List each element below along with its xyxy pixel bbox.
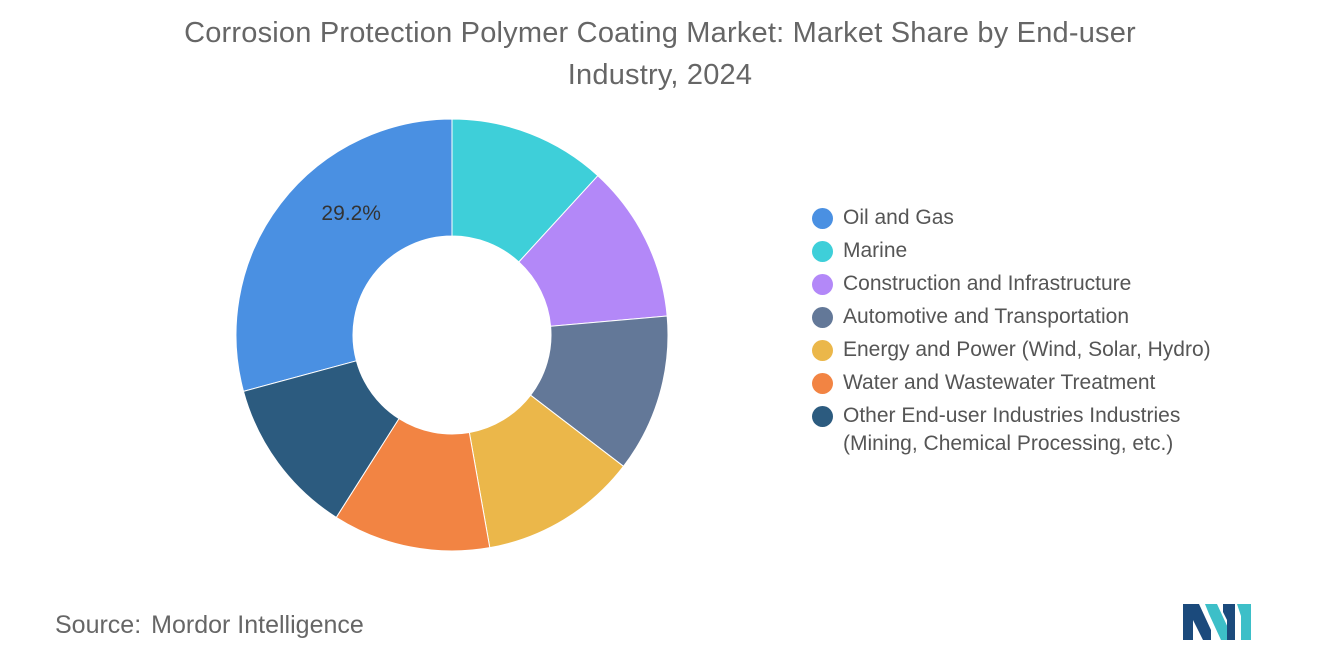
source-label: Source: (55, 611, 142, 639)
legend-item: Marine (812, 237, 1312, 265)
donut-data-labels: 29.2% (321, 202, 381, 225)
legend-item: Automotive and Transportation (812, 303, 1312, 331)
legend-item: Construction and Infrastructure (812, 270, 1312, 298)
legend-swatch-icon (812, 406, 833, 427)
mordor-intelligence-logo-icon (1183, 604, 1251, 640)
legend-label: Construction and Infrastructure (843, 272, 1132, 295)
legend-swatch-icon (812, 307, 833, 328)
legend-item: Energy and Power (Wind, Solar, Hydro) (812, 336, 1312, 364)
donut-slices (235, 118, 669, 552)
chart-title: Corrosion Protection Polymer Coating Mar… (0, 12, 1320, 96)
legend-label: Water and Wastewater Treatment (843, 371, 1156, 394)
legend-swatch-icon (812, 208, 833, 229)
legend-swatch-icon (812, 241, 833, 262)
legend-item: Other End-user Industries Industries (Min… (812, 402, 1312, 458)
slice-water-and-wastewater-treatment (335, 417, 491, 552)
legend-item: Water and Wastewater Treatment (812, 369, 1312, 397)
legend-label: Automotive and Transportation (843, 305, 1130, 328)
chart-legend: Oil and Gas Marine Construction and Infras… (812, 204, 1312, 463)
slice-other-end-user-industries-industries-mining-chemical-processing-etc (242, 360, 400, 519)
chart-title-line-2: Industry, 2024 (567, 59, 753, 91)
source-name: Mordor Intelligence (151, 611, 364, 639)
legend-item: Oil and Gas (812, 204, 1312, 232)
legend-label: Oil and Gas (843, 206, 954, 229)
data-label-oil-and-gas: 29.2% (321, 202, 381, 225)
slice-energy-and-power-wind-solar-hydro (468, 394, 625, 549)
legend-label: Other End-user Industries Industries (843, 404, 1181, 427)
slice-automotive-and-transportation (529, 315, 669, 468)
chart-title-line-1: Corrosion Protection Polymer Coating Mar… (184, 17, 1136, 49)
legend-swatch-icon (812, 274, 833, 295)
legend-label: (Mining, Chemical Processing, etc.) (843, 432, 1174, 455)
slice-marine (451, 118, 599, 263)
source-attribution: Source: Mordor Intelligence (55, 611, 364, 640)
legend-swatch-icon (812, 373, 833, 394)
legend-label: Marine (843, 239, 908, 262)
slice-construction-and-infrastructure (518, 174, 668, 327)
slice-oil-and-gas (235, 118, 453, 392)
legend-swatch-icon (812, 340, 833, 361)
legend-label: Energy and Power (Wind, Solar, Hydro) (843, 338, 1211, 361)
